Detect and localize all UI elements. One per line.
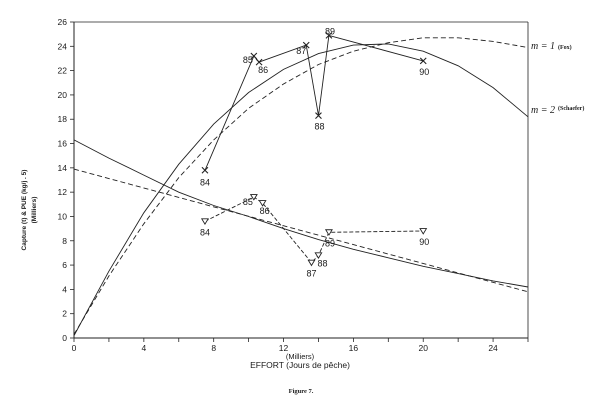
- model-curves: [73, 37, 529, 336]
- cpue-point-marker: [307, 259, 316, 267]
- x-axis-unit: (Milliers): [286, 352, 315, 361]
- catch-point-marker: [250, 52, 258, 60]
- observed-line: [204, 196, 424, 264]
- cpue-point-marker: [419, 228, 428, 235]
- y-tick-label: 14: [58, 163, 68, 173]
- cpue-point-marker: [314, 252, 323, 260]
- catch-point-marker: [255, 58, 263, 66]
- y-tick-label: 12: [58, 187, 68, 197]
- y-tick-label: 10: [58, 211, 68, 221]
- catch-point-marker: [315, 112, 322, 119]
- y-axis-label: Capture (t) & PUE (kg/j . 5): [21, 170, 28, 251]
- x-tick-label: 8: [211, 343, 216, 353]
- year-label: 89: [325, 238, 335, 248]
- cpue-point-marker: [258, 200, 267, 207]
- year-label: 87: [306, 269, 316, 279]
- y-tick-label: 4: [62, 284, 67, 294]
- year-label: 87: [296, 46, 306, 56]
- model-curve: [73, 37, 529, 335]
- y-tick-label: 0: [62, 333, 67, 343]
- y-tick-label: 24: [58, 41, 68, 51]
- y-axis-unit: (Milliers): [31, 197, 38, 224]
- schaefer-model-note: (Schaefer): [558, 105, 584, 112]
- y-tick-label: 18: [58, 114, 68, 124]
- cpue-point-marker: [200, 218, 209, 225]
- x-tick-label: 12: [279, 343, 289, 353]
- year-label: 85: [243, 197, 253, 207]
- year-label: 86: [260, 206, 270, 216]
- catch-point-marker: [302, 41, 310, 49]
- x-tick-label: 24: [488, 343, 498, 353]
- model-curve: [73, 43, 529, 336]
- figure-caption: Figure 7.: [289, 388, 314, 395]
- y-tick-label: 20: [58, 90, 68, 100]
- y-tick-label: 22: [58, 66, 68, 76]
- year-label: 85: [243, 55, 253, 65]
- year-label: 84: [200, 227, 210, 237]
- year-label: 89: [325, 26, 335, 36]
- schaefer-model-label: m = 2: [531, 105, 555, 116]
- fox-model-note: (Fox): [558, 44, 572, 51]
- x-tick-label: 4: [141, 343, 146, 353]
- catch-point-marker: [419, 57, 427, 65]
- year-label: 86: [258, 65, 268, 75]
- y-tick-label: 2: [62, 309, 67, 319]
- cpue-point-marker: [324, 229, 333, 236]
- year-label: 90: [419, 237, 429, 247]
- plot-frame: [73, 21, 529, 339]
- y-tick-label: 8: [62, 236, 67, 246]
- x-tick-label: 0: [72, 343, 77, 353]
- cpue-point-marker: [249, 194, 258, 201]
- year-label: 88: [314, 122, 324, 132]
- fox-model-label: m = 1: [531, 41, 555, 52]
- x-tick-label: 16: [349, 343, 359, 353]
- year-label: 88: [317, 258, 327, 268]
- y-tick-label: 6: [62, 260, 67, 270]
- x-axis-label: EFFORT (Jours de pêche): [250, 360, 350, 370]
- year-label: 84: [200, 177, 210, 187]
- model-curve: [73, 168, 529, 293]
- year-label: 90: [419, 67, 429, 77]
- catch-point-marker: [325, 31, 333, 39]
- y-tick-label: 26: [58, 17, 68, 27]
- x-tick-label: 20: [418, 343, 428, 353]
- catch-point-marker: [201, 166, 209, 174]
- model-curve: [73, 139, 529, 288]
- y-tick-label: 16: [58, 139, 68, 149]
